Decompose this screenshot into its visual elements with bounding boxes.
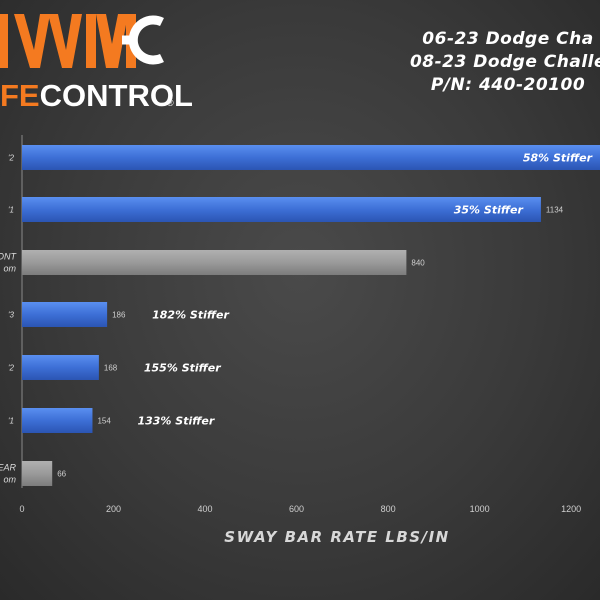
value-label-1: 1134: [546, 206, 564, 215]
value-label-5: 154: [97, 417, 111, 426]
x-axis-label: SWAY BAR RATE LBS/IN: [224, 528, 450, 546]
category-label-1-0: '1: [8, 206, 14, 215]
bar-4: [22, 355, 99, 380]
bar-0: [22, 145, 600, 170]
category-label-4-0: '2: [8, 364, 15, 373]
category-label-6-1: om: [3, 475, 16, 485]
x-tick-label-6: 1200: [561, 504, 581, 514]
value-label-2: 840: [411, 259, 425, 268]
x-tick-label-0: 0: [19, 504, 24, 514]
annotation-label-5: 133% Stiffer: [137, 415, 214, 428]
x-tick-label-5: 1000: [470, 504, 490, 514]
bar-1: [22, 197, 541, 222]
x-tick-label-4: 800: [381, 504, 396, 514]
category-label-3-0: '3: [8, 311, 15, 320]
category-label-6-0: EAR: [0, 463, 16, 473]
bar-6: [22, 461, 53, 486]
title-line-3: P/N: 440-20100: [430, 75, 586, 95]
value-label-6: 66: [57, 470, 66, 479]
category-label-5-0: '1: [8, 417, 14, 426]
title-line-1: 06-23 Dodge Cha: [422, 29, 594, 49]
x-tick-label-2: 400: [198, 504, 213, 514]
category-label-2-1: om: [3, 264, 16, 274]
logo-c-icon: [122, 15, 164, 65]
brand-logo: FECONTROL ®: [0, 0, 200, 120]
logo-text-orange: FE: [0, 78, 40, 113]
annotation-label-3: 182% Stiffer: [152, 309, 229, 322]
logo-text-white: CONTROL: [40, 78, 193, 113]
bar-2: [22, 250, 407, 275]
value-label-3: 186: [112, 311, 126, 320]
bar-5: [22, 408, 93, 433]
logo-registered: ®: [167, 98, 174, 108]
chart-title: 06-23 Dodge Cha 08-23 Dodge Challe P/N: …: [388, 28, 600, 97]
category-label-0-0: '2: [8, 154, 15, 163]
annotation-label-0: 58% Stiffer: [523, 152, 593, 165]
bar-3: [22, 302, 108, 327]
x-tick-label-1: 200: [106, 504, 121, 514]
logo-text: FECONTROL: [0, 78, 193, 113]
x-tick-label-3: 600: [289, 504, 304, 514]
category-label-2-0: ONT: [0, 252, 18, 262]
annotation-label-4: 155% Stiffer: [144, 362, 221, 375]
value-label-4: 168: [104, 364, 118, 373]
logo-graphic: FECONTROL ®: [0, 14, 193, 113]
annotation-label-1: 35% Stiffer: [454, 204, 524, 217]
title-line-2: 08-23 Dodge Challe: [409, 52, 600, 72]
